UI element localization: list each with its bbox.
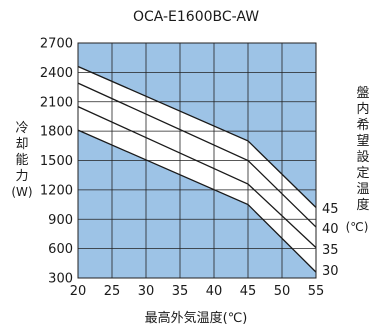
series-label-45: 45: [322, 202, 339, 217]
x-tick-label: 40: [206, 284, 223, 299]
y-tick-label: 2100: [40, 95, 73, 110]
series-label-40: 40: [322, 222, 339, 237]
y-axis-label-char: 力: [15, 169, 28, 184]
x-tick-label: 50: [274, 284, 291, 299]
series-label-35: 35: [322, 243, 339, 258]
y-axis-ticks: 300 600 900 1200 1500 1800 2100 2400 2700: [40, 37, 73, 287]
x-axis-ticks: 20 25 30 35 40 45 50 55: [70, 284, 325, 299]
y-axis-label-char: 能: [15, 153, 28, 168]
right-label-unit: (℃): [346, 220, 369, 234]
right-label-char: 定: [356, 166, 369, 181]
right-label-char: 温: [356, 182, 369, 197]
y-tick-label: 2400: [40, 66, 73, 81]
right-label-char: 希: [356, 118, 369, 133]
series-label-30: 30: [322, 264, 339, 279]
y-tick-label: 2700: [40, 37, 73, 52]
y-axis-label-char: 却: [15, 137, 28, 152]
right-label-char: 設: [356, 149, 369, 165]
x-tick-label: 45: [240, 284, 257, 299]
chart-title: OCA-E1600BC-AW: [133, 9, 259, 25]
right-label-char: 内: [356, 101, 369, 117]
operating-band: [78, 66, 316, 273]
right-label-char: 度: [356, 197, 369, 213]
x-tick-label: 25: [104, 284, 121, 299]
series-line-30: [77, 129, 317, 273]
x-tick-label: 35: [172, 284, 189, 299]
series-line-40: [77, 82, 317, 228]
plot-border: [77, 42, 317, 279]
plot-area: [77, 42, 317, 279]
y-tick-label: 1800: [40, 125, 73, 140]
right-label-char: 望: [356, 133, 369, 149]
x-axis-label: 最高外気温度(℃): [145, 310, 248, 326]
y-tick-label: 300: [48, 272, 73, 287]
y-tick-label: 1200: [40, 183, 73, 198]
x-tick-label: 30: [138, 284, 155, 299]
series-labels: 45 40 35 30: [322, 202, 339, 279]
series-line-45: [77, 65, 317, 208]
x-tick-label: 20: [70, 284, 87, 299]
y-axis-label-char: 冷: [15, 121, 28, 136]
y-axis-label-unit: (W): [11, 185, 32, 199]
right-label-char: 盤: [356, 86, 369, 101]
y-tick-label: 1500: [40, 154, 73, 169]
y-tick-label: 900: [48, 213, 73, 228]
y-tick-label: 600: [48, 242, 73, 257]
series-line-35: [77, 106, 317, 249]
x-tick-label: 55: [308, 284, 325, 299]
